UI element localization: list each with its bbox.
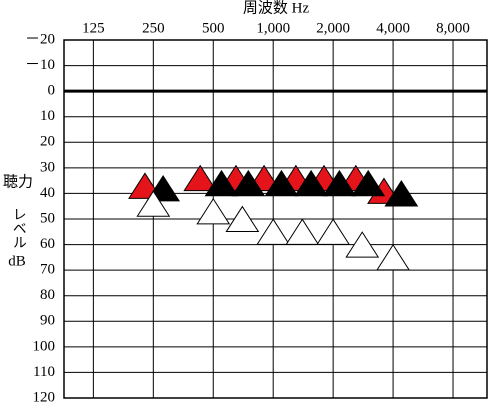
data-point [183, 164, 218, 192]
y-tick-label: －10 [25, 57, 55, 73]
y-tick-label: 120 [33, 389, 56, 405]
x-tick-label: 250 [142, 20, 165, 36]
x-tick-label: 1,000 [256, 20, 290, 36]
y-tick-label: 50 [40, 210, 55, 226]
y-tick-label: 0 [48, 83, 56, 99]
y-tick-label: 90 [40, 313, 55, 329]
y-tick-label: 10 [40, 108, 55, 124]
y-tick-label: 40 [40, 185, 55, 201]
y-tick-label: 80 [40, 287, 55, 303]
y-tick-label: －20 [25, 31, 55, 47]
chart-title: 周波数 Hz [243, 0, 310, 16]
data-point [294, 169, 329, 197]
data-point [285, 218, 320, 245]
data-point [256, 218, 291, 245]
x-tick-label: 8,000 [436, 20, 470, 36]
x-tick-label: 2,000 [316, 20, 350, 36]
data-point [204, 169, 239, 197]
data-point [316, 218, 351, 245]
x-tick-label: 125 [82, 20, 105, 36]
y-axis-label: レベル [11, 207, 27, 249]
x-tick-label: 4,000 [376, 20, 410, 36]
y-tick-label: 70 [40, 262, 55, 278]
data-point [136, 190, 171, 217]
y-tick-label: 20 [40, 134, 55, 150]
data-point [225, 205, 260, 233]
y-tick-label: 30 [40, 159, 55, 175]
x-tick-label: 500 [202, 20, 225, 36]
y-tick-label: 110 [33, 364, 55, 380]
y-axis-label: dB [8, 253, 26, 269]
data-point [322, 169, 357, 197]
data-point [264, 169, 299, 197]
data-point [384, 180, 419, 207]
data-point [351, 169, 386, 197]
data-point [345, 231, 380, 258]
data-point [231, 169, 266, 197]
data-point [376, 243, 410, 271]
data-point [196, 197, 231, 225]
y-tick-label: 100 [33, 338, 56, 354]
y-axis-label: 聴力 [3, 173, 33, 190]
y-tick-label: 60 [40, 236, 55, 252]
